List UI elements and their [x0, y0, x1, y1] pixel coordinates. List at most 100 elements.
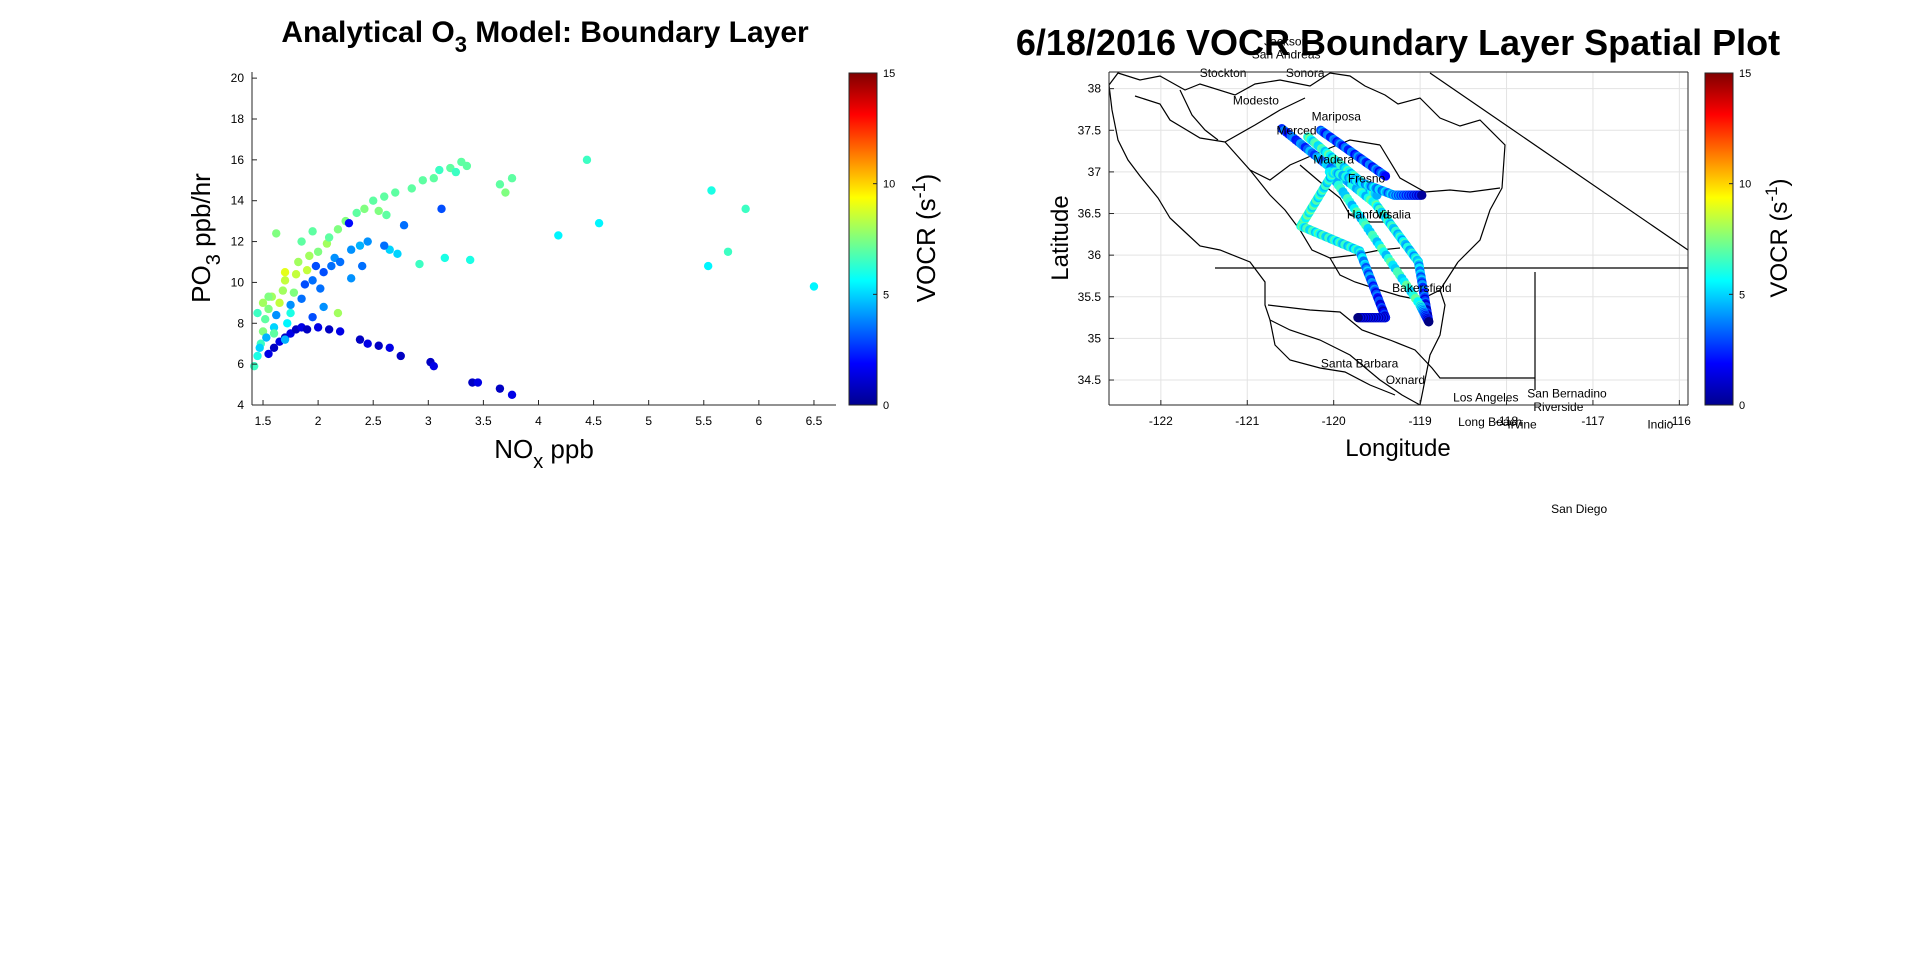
county-outline-west — [1108, 84, 1421, 406]
right-x-tick-label: -120 — [1322, 414, 1346, 428]
right-y-tick-label: 38 — [1088, 82, 1102, 96]
left-data-point — [333, 225, 343, 234]
county-line-9 — [1429, 72, 1689, 251]
city-label: Oxnard — [1386, 373, 1425, 387]
left-plot-area — [252, 72, 836, 405]
left-data-point — [346, 245, 356, 254]
left-colorbar-label: VOCR (s-1) — [909, 174, 941, 303]
county-line-4 — [1379, 144, 1501, 193]
city-label: Madera — [1313, 153, 1354, 167]
left-data-point — [335, 327, 345, 336]
left-data-point — [283, 319, 292, 328]
city-label: Los Angeles — [1453, 391, 1518, 405]
left-data-point — [380, 192, 389, 201]
city-label: Long Beach — [1458, 415, 1522, 429]
flight-track-point — [1353, 312, 1363, 323]
left-data-point — [275, 298, 284, 308]
left-x-ticks: 1.5 2 2.5 3 3.5 4 4.5 5 5.5 6 6.5 — [255, 400, 823, 428]
left-data-point — [262, 333, 271, 342]
left-data-point — [495, 384, 505, 393]
left-data-point — [311, 261, 321, 271]
left-data-point — [294, 257, 303, 267]
colorbar-tick-label: 5 — [1739, 289, 1745, 301]
city-label: Santa Barbara — [1321, 357, 1399, 371]
right-grid — [1109, 72, 1688, 405]
left-data-point — [333, 308, 343, 318]
left-data-point — [391, 188, 400, 197]
left-y-tick-label: 10 — [231, 275, 245, 289]
left-data-point — [313, 247, 323, 256]
right-x-axis-label: Longitude — [1345, 435, 1450, 462]
left-data-point — [393, 249, 402, 259]
left-data-point — [809, 282, 819, 291]
city-label: San Andreas — [1252, 48, 1321, 62]
left-data-point — [355, 241, 365, 250]
right-y-tick-label: 35.5 — [1078, 290, 1102, 304]
colorbar-tick-label: 15 — [1739, 68, 1751, 80]
left-x-tick-label: 3 — [425, 414, 432, 428]
city-label: Stockton — [1200, 66, 1247, 80]
right-colorbar — [1704, 72, 1734, 406]
left-x-axis-label: NOx ppb — [494, 434, 594, 473]
left-data-point — [352, 208, 361, 218]
left-data-point — [335, 257, 345, 267]
left-scatter-points — [250, 155, 819, 399]
right-y-axis-label: Latitude — [1047, 195, 1074, 280]
right-y-tick-label: 35 — [1088, 331, 1102, 345]
flight-track-point — [1417, 190, 1427, 200]
left-data-point — [415, 259, 424, 269]
city-label: Modesto — [1233, 93, 1279, 107]
left-data-point — [308, 276, 317, 285]
left-data-point — [495, 180, 505, 189]
left-data-point — [437, 204, 446, 214]
left-data-point — [319, 302, 328, 312]
city-label: San Diego — [1551, 502, 1607, 516]
left-data-point — [363, 339, 372, 348]
left-data-point — [418, 176, 427, 185]
left-y-axis-label: PO3 ppb/hr — [186, 173, 225, 303]
left-data-point — [291, 270, 301, 279]
left-data-point — [429, 174, 439, 183]
left-data-point — [269, 323, 279, 332]
left-data-point — [280, 276, 290, 285]
left-data-point — [344, 218, 354, 228]
left-data-point — [374, 206, 383, 216]
colorbar-tick-label: 10 — [883, 179, 895, 191]
colorbar-tick-label: 10 — [1739, 179, 1751, 191]
colorbar-tick-label: 5 — [883, 289, 889, 301]
left-data-point — [374, 341, 383, 350]
left-x-tick-label: 5.5 — [695, 414, 712, 428]
flight-tracks — [1277, 124, 1434, 327]
right-y-tick-label: 37 — [1088, 165, 1102, 179]
left-y-tick-label: 18 — [231, 112, 245, 126]
city-label: Bakersfield — [1392, 281, 1451, 295]
left-data-point — [385, 343, 394, 352]
left-y-tick-label: 4 — [237, 398, 244, 412]
county-line-10 — [1419, 289, 1446, 406]
left-data-point — [363, 237, 372, 246]
colorbar-tick-label: 0 — [1739, 400, 1745, 412]
county-line-7 — [1267, 304, 1535, 379]
right-y-tick-label: 37.5 — [1078, 123, 1102, 137]
right-x-tick-label: -122 — [1149, 414, 1173, 428]
left-data-point — [324, 325, 334, 334]
right-x-tick-label: -117 — [1581, 414, 1604, 428]
left-data-point — [723, 247, 733, 256]
right-chart-title: 6/18/2016 VOCR Boundary Layer Spatial Pl… — [1016, 22, 1780, 63]
left-data-point — [308, 227, 317, 236]
left-y-tick-label: 20 — [231, 71, 245, 85]
city-label: Merced — [1277, 123, 1317, 137]
left-data-point — [302, 265, 312, 275]
left-data-point — [594, 218, 604, 228]
left-data-point — [264, 349, 273, 359]
left-data-point — [462, 161, 472, 171]
left-data-point — [369, 196, 378, 205]
city-label: Fresno — [1348, 172, 1386, 186]
left-data-point — [435, 165, 444, 175]
city-label: Mariposa — [1312, 109, 1362, 123]
left-data-point — [327, 261, 336, 271]
left-data-point — [319, 268, 328, 277]
left-data-point — [297, 294, 306, 303]
left-data-point — [269, 343, 279, 352]
